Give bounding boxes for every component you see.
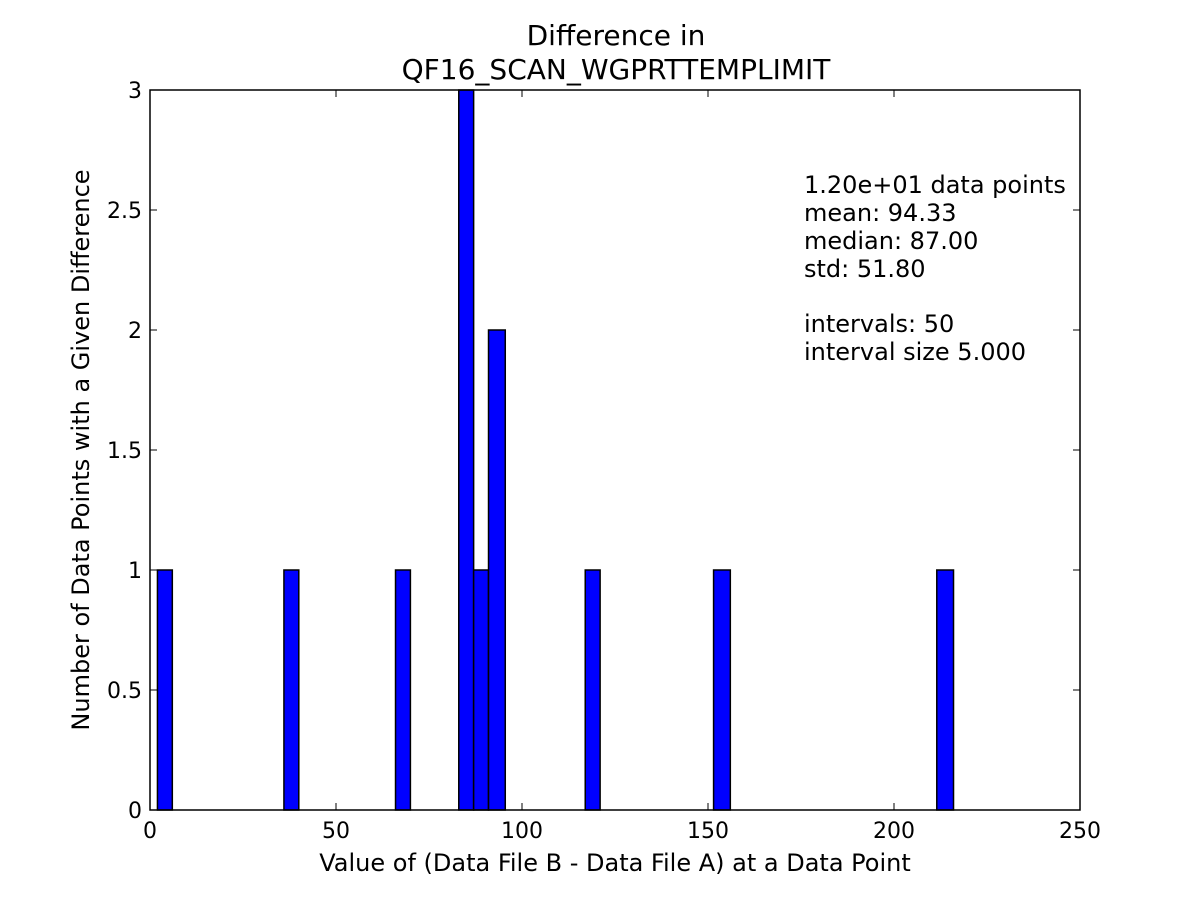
stats-data-points: 1.20e+01 data points (804, 171, 1066, 199)
y-tick-label: 1 (128, 559, 142, 584)
chart-title-line-2: QF16_SCAN_WGPRTTEMPLIMIT (402, 53, 832, 86)
x-tick-label: 150 (687, 819, 729, 844)
histogram-bar (458, 89, 475, 811)
histogram-bar (584, 569, 601, 811)
y-axis-label: Number of Data Points with a Given Diffe… (67, 169, 95, 730)
y-tick-label: 3 (128, 79, 142, 104)
histogram-bar (936, 569, 955, 811)
y-tick-label: 2.5 (107, 199, 142, 224)
histogram-bar (487, 329, 507, 811)
summary-statistics: 1.20e+01 data points mean: 94.33 median:… (804, 171, 1066, 366)
stats-std: std: 51.80 (804, 255, 926, 283)
y-tick-label: 1.5 (107, 439, 142, 464)
histogram-bars (156, 89, 955, 811)
chart-title-line-1: Difference in (527, 19, 706, 52)
x-tick-label: 50 (322, 819, 350, 844)
y-tick-label: 0.5 (107, 679, 142, 704)
histogram-bar (472, 569, 490, 811)
x-axis-label: Value of (Data File B - Data File A) at … (319, 849, 911, 877)
histogram-bar (283, 569, 300, 811)
stats-interval-size: interval size 5.000 (804, 338, 1026, 366)
histogram-bar (712, 569, 732, 811)
y-tick-label: 2 (128, 319, 142, 344)
x-tick-label: 0 (143, 819, 157, 844)
x-axis-ticks: 0 50 100 150 200 250 (143, 90, 1101, 844)
x-tick-label: 200 (873, 819, 915, 844)
stats-mean: mean: 94.33 (804, 199, 956, 227)
histogram-bar (156, 569, 174, 811)
y-tick-label: 0 (128, 799, 142, 824)
stats-intervals: intervals: 50 (804, 310, 954, 338)
stats-median: median: 87.00 (804, 227, 978, 255)
histogram-bar (394, 569, 412, 811)
x-tick-label: 100 (501, 819, 543, 844)
y-axis-ticks: 0 0.5 1 1.5 2 2.5 3 (107, 79, 1080, 824)
x-tick-label: 250 (1059, 819, 1101, 844)
